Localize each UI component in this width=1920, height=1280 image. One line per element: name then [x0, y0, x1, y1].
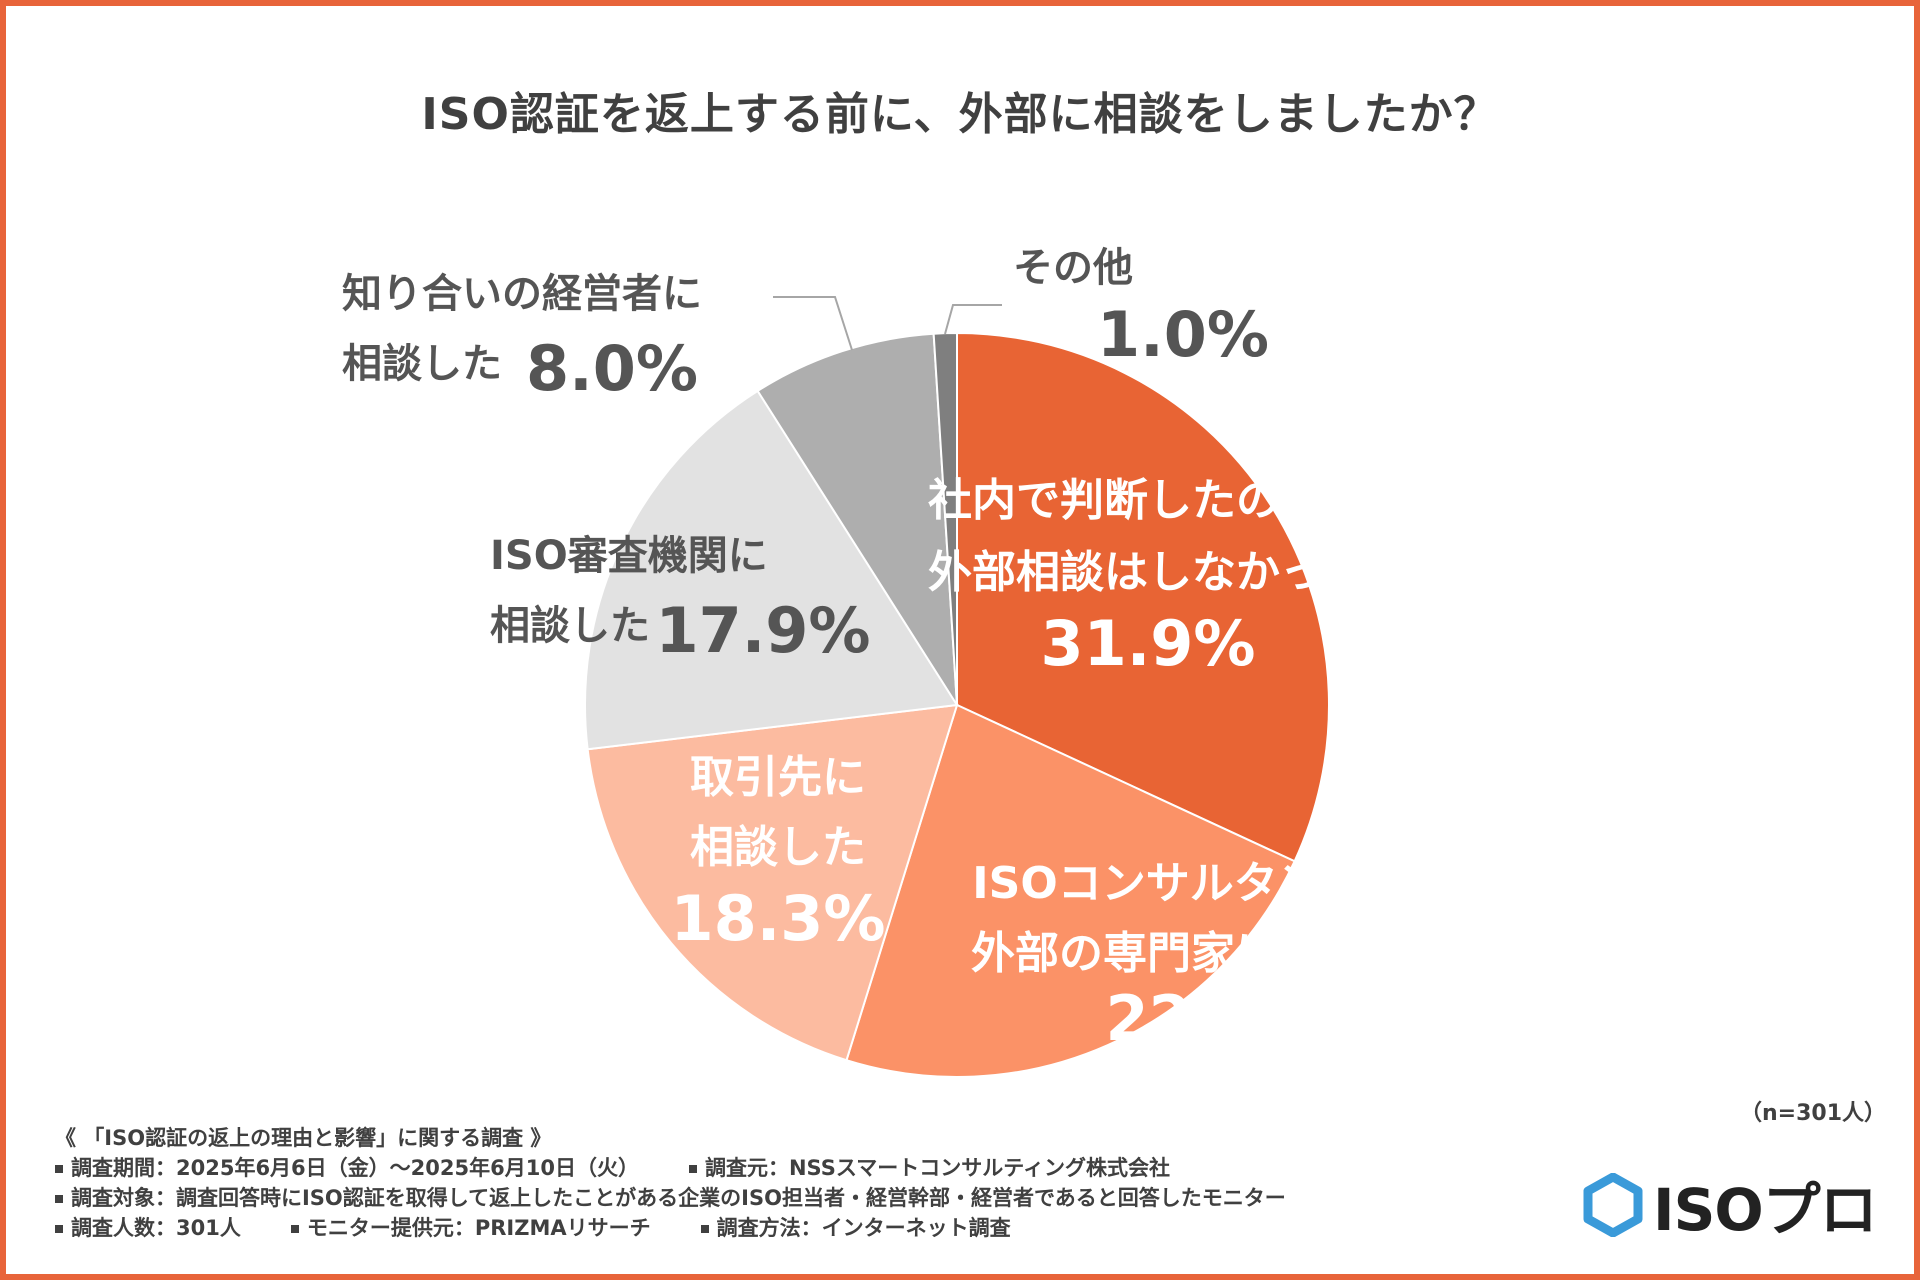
slice-label-1-line-1: 社内で判断したのみで	[928, 475, 1368, 526]
hexagon-logo-icon	[1583, 1173, 1643, 1237]
survey-target: 調査対象：調査回答時にISO認証を取得して返上したことがある企業のISO担当者・…	[71, 1186, 1286, 1210]
slice-label-4-line-1: ISO審査機関に	[490, 533, 768, 579]
pie-slice-1	[956, 331, 1330, 863]
bullet-square-icon	[55, 1165, 63, 1173]
pie-slice-5	[756, 332, 958, 706]
pie-slice-3	[586, 703, 959, 1062]
survey-count: 調査人数：301人	[71, 1216, 241, 1240]
footer-row-2: 調査対象：調査回答時にISO認証を取得して返上したことがある企業のISO担当者・…	[55, 1183, 1286, 1213]
slice-label-5-line-2: 相談した	[342, 341, 502, 387]
bullet-square-icon	[688, 1165, 697, 1173]
isopro-logo: ISOプロ	[1583, 1163, 1878, 1247]
slice-value-1: 31.9%	[1040, 607, 1255, 680]
slice-value-5: 8.0%	[526, 332, 698, 405]
logo-text: ISOプロ	[1653, 1176, 1878, 1244]
slice-value-3: 18.3%	[670, 882, 885, 955]
bullet-square-icon	[55, 1195, 63, 1203]
slice-label-2-line-1: ISOコンサルタントなど	[972, 858, 1453, 909]
monitor-provider: モニター提供元：PRIZMAリサーチ	[306, 1216, 651, 1240]
slice-label-3-line-2: 相談した	[690, 822, 866, 873]
pie-slice-2	[845, 703, 1296, 1078]
slice-label-3-line-1: 取引先に	[690, 752, 866, 803]
slice-label-6-line-1: その他	[1013, 245, 1133, 291]
sample-size: （n=301人）	[1740, 1101, 1887, 1126]
leader-lines	[773, 296, 1002, 351]
bullet-square-icon	[55, 1225, 63, 1233]
bullet-square-icon	[700, 1225, 709, 1233]
pie-slices	[584, 331, 1330, 1078]
slice-label-4-line-2: 相談した	[490, 603, 650, 649]
slice-value-2: 22.9%	[1105, 982, 1320, 1055]
footer-row-3: 調査人数：301人 モニター提供元：PRIZMAリサーチ 調査方法：インターネット調…	[55, 1213, 1286, 1243]
footer-row-1: 調査期間：2025年6月6日（金）～2025年6月10日（火） 調査元：NSSスマ…	[55, 1153, 1286, 1183]
survey-name: 《 「ISO認証の返上の理由と影響」に関する調査 》	[55, 1126, 552, 1150]
slice-value-6: 1.0%	[1097, 298, 1269, 371]
chart-title: ISO認証を返上する前に、外部に相談をしましたか？	[421, 89, 1499, 140]
leader-line-other	[944, 304, 1002, 335]
survey-period: 調査期間：2025年6月6日（金）～2025年6月10日（火）	[71, 1156, 639, 1180]
survey-footer: 《 「ISO認証の返上の理由と影響」に関する調査 》 調査期間：2025年6月6…	[55, 1123, 1286, 1243]
slice-label-2-line-2: 外部の専門家に相談した	[971, 928, 1455, 979]
slice-value-4: 17.9%	[655, 594, 870, 667]
leader-line-acquaintance	[773, 296, 853, 351]
pie-slice-4	[584, 389, 959, 751]
slice-label-1-line-2: 外部相談はしなかった	[928, 547, 1368, 598]
slice-label-5-line-1: 知り合いの経営者に	[342, 271, 702, 317]
survey-method: 調査方法：インターネット調査	[716, 1216, 1011, 1240]
survey-organizer: 調査元：NSSスマートコンサルティング株式会社	[704, 1156, 1170, 1180]
bullet-square-icon	[290, 1225, 299, 1233]
